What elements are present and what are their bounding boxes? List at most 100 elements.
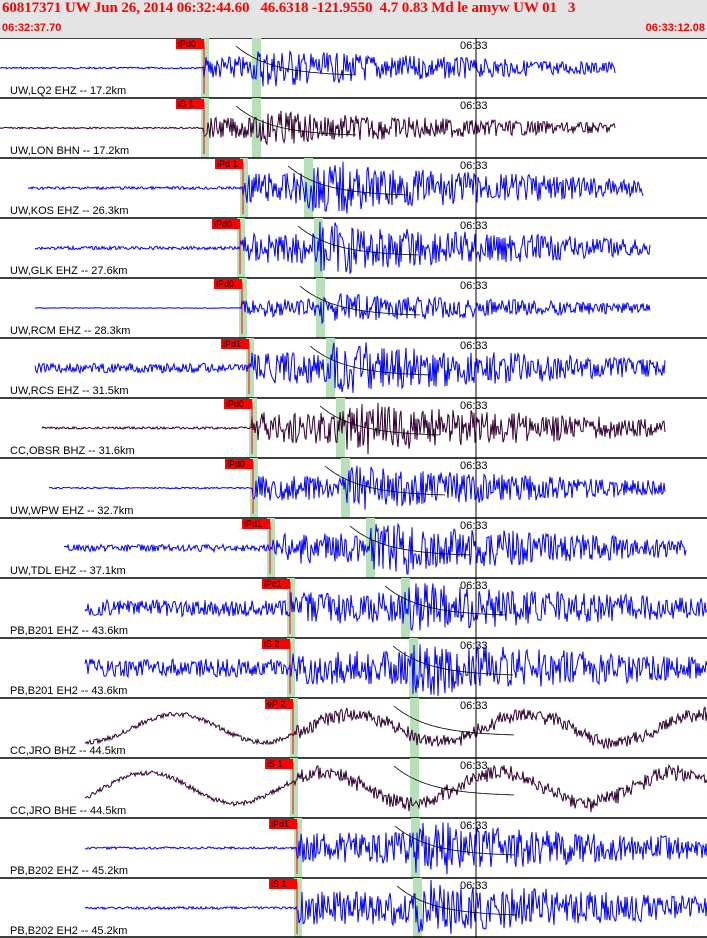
s-window [411,818,420,878]
station-label: UW,TDL EHZ -- 37.1km [10,565,126,577]
station-label: PB,B201 EHZ -- 43.6km [10,625,128,637]
pick-label: iPd1 [244,519,262,529]
pick-label: iPd 1 [217,159,238,169]
coda-curve [396,885,517,916]
pick-box [212,219,240,229]
station-label: UW,WPW EHZ -- 32.7km [10,505,133,517]
waveform [49,465,666,510]
pick-box [269,819,297,829]
s-window [336,398,345,458]
waveform [27,161,644,214]
pick-label: iPd0 [214,219,232,229]
pick-label: iS 1 [267,759,283,769]
pick-label: iPd0 [178,39,196,49]
minute-label: 06:33 [460,580,488,592]
waveform [0,49,616,87]
minute-label: 06:33 [460,700,488,712]
minute-label: 06:33 [460,640,488,652]
waveform [0,110,616,146]
coda-curve [297,225,418,256]
pick-box [224,399,252,409]
station-label: UW,GLK EHZ -- 27.6km [10,265,127,277]
pick-label: iPd1 [271,819,289,829]
waveform [34,342,666,393]
minute-label: 06:33 [460,220,488,232]
coda-curve [235,45,356,76]
coda-curve [393,705,514,736]
station-label: UW,KOS EHZ -- 26.3km [10,205,129,217]
station-label: CC,OBSR BHZ -- 31.6km [10,445,135,457]
p-window [294,878,302,938]
pick-box [176,99,204,109]
pick-label: iPd0 [227,459,245,469]
p-window [246,338,254,398]
p-window [287,638,295,698]
minute-label: 06:33 [460,760,488,772]
minute-label: 06:33 [460,880,488,892]
pick-box [176,39,204,49]
waveform [84,822,707,875]
coda-curve [319,405,440,436]
pick-label: iS 1 [271,879,287,889]
pick-label: iPd1 [223,339,241,349]
s-window [410,698,419,758]
coda-curve [309,345,430,376]
coda-curve [324,465,445,496]
pick-label: iS 1 [178,99,194,109]
pick-label: iPc1 [264,579,282,589]
pick-box [265,699,293,709]
pick-box [225,459,253,469]
station-label: PB,B201 EH2 -- 43.6km [10,685,127,697]
pick-box [269,879,297,889]
waveform [34,293,651,325]
minute-label: 06:33 [460,100,488,112]
station-label: UW,RCM EHZ -- 28.3km [10,325,130,337]
minute-label: 06:33 [460,340,488,352]
coda-curve [349,525,470,556]
p-window [290,758,298,818]
seismogram-panel: 06:33 iPd0 UW,LQ2 EHZ -- 17.2km 06:33 iS 1 UW… [0,38,707,938]
pick-box [242,519,270,529]
pick-box [262,639,290,649]
minute-label: 06:33 [460,40,488,52]
waveform [84,583,707,631]
p-window [237,218,245,278]
station-label: UW,LQ2 EHZ -- 17.2km [10,85,126,97]
coda-curve [235,105,356,136]
waveform [84,644,707,697]
station-label: CC,JRO BHZ -- 44.5km [10,745,126,757]
pick-box [215,159,243,169]
pick-label: iPd0 [216,279,234,289]
pick-box [214,279,242,289]
minute-label: 06:33 [460,820,488,832]
pick-label: eP 2 [267,699,285,709]
p-window [287,578,295,638]
waveform [84,706,707,750]
end-time: 06:33:12.08 [645,22,705,34]
s-window [410,758,419,818]
start-time: 06:32:37.70 [2,22,62,34]
event-title: 60817371 UW Jun 26, 2014 06:32:44.60 46.… [2,0,576,16]
coda-curve [393,765,514,796]
p-window [294,818,302,878]
waveform [34,221,651,275]
station-label: PB,B202 EHZ -- 45.2km [10,865,128,877]
s-window [366,518,375,578]
minute-label: 06:33 [460,160,488,172]
p-window [250,458,258,518]
minute-label: 06:33 [460,460,488,472]
p-window [239,278,247,338]
coda-curve [384,585,505,616]
pick-box [262,579,290,589]
coda-curve [394,825,515,856]
minute-label: 06:33 [460,400,488,412]
waveform [41,402,666,455]
pick-box [221,339,249,349]
coda-curve [287,165,408,196]
coda-curve [392,645,513,676]
s-window [304,158,313,218]
waveform [84,763,707,813]
minute-label: 06:33 [460,280,488,292]
waveform [84,879,707,934]
station-label: CC,JRO BHE -- 44.5km [10,805,126,817]
